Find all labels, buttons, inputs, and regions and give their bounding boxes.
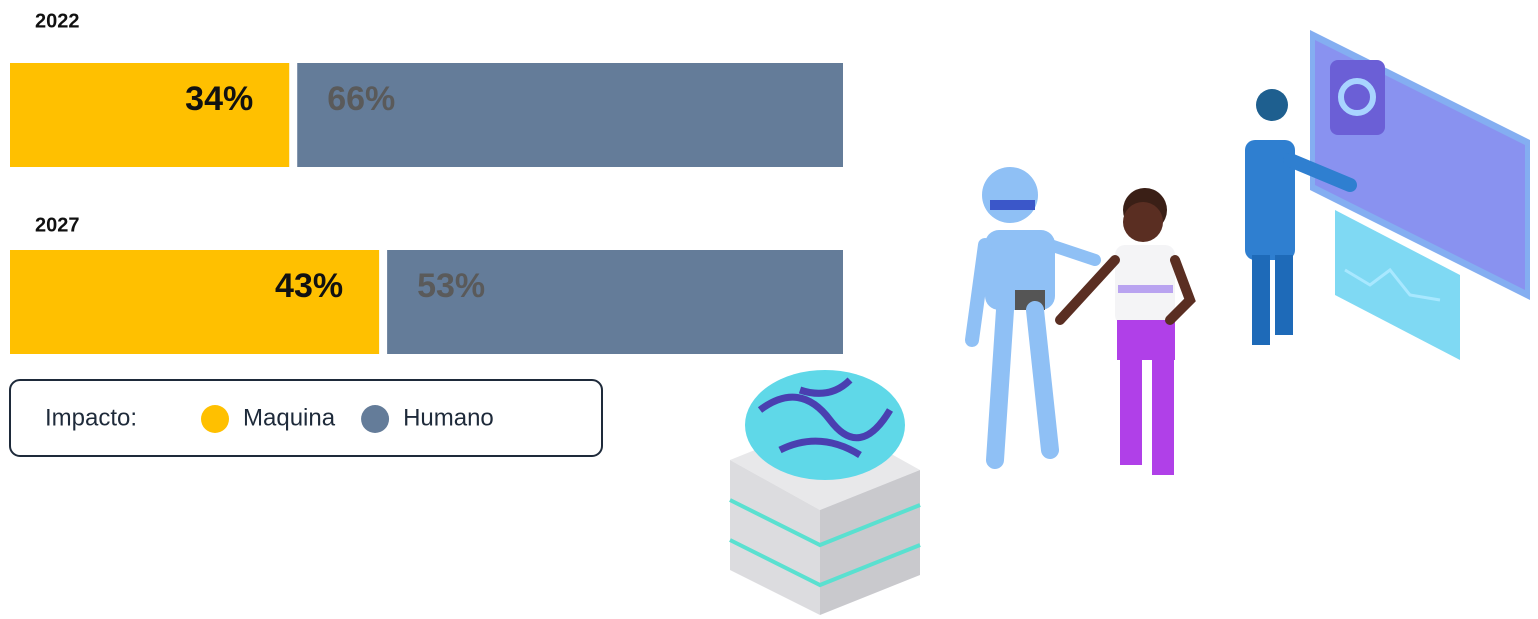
category-label: 2027 bbox=[35, 214, 80, 236]
legend-title: Impacto: bbox=[45, 404, 137, 431]
bar-segment bbox=[387, 250, 843, 354]
value-label: 34% bbox=[185, 80, 253, 118]
bar-segment bbox=[297, 63, 844, 167]
legend-label: Humano bbox=[403, 404, 494, 431]
legend-swatch bbox=[201, 405, 229, 433]
category-label: 2022 bbox=[35, 10, 80, 32]
value-label: 66% bbox=[327, 80, 395, 118]
value-label: 43% bbox=[275, 267, 343, 305]
legend-box bbox=[9, 379, 603, 457]
bar-segment bbox=[10, 250, 380, 354]
bar-segment bbox=[10, 63, 290, 167]
legend-label: Maquina bbox=[243, 404, 336, 431]
value-label: 53% bbox=[417, 267, 485, 305]
illustration bbox=[729, 30, 1530, 615]
legend-swatch bbox=[361, 405, 390, 433]
